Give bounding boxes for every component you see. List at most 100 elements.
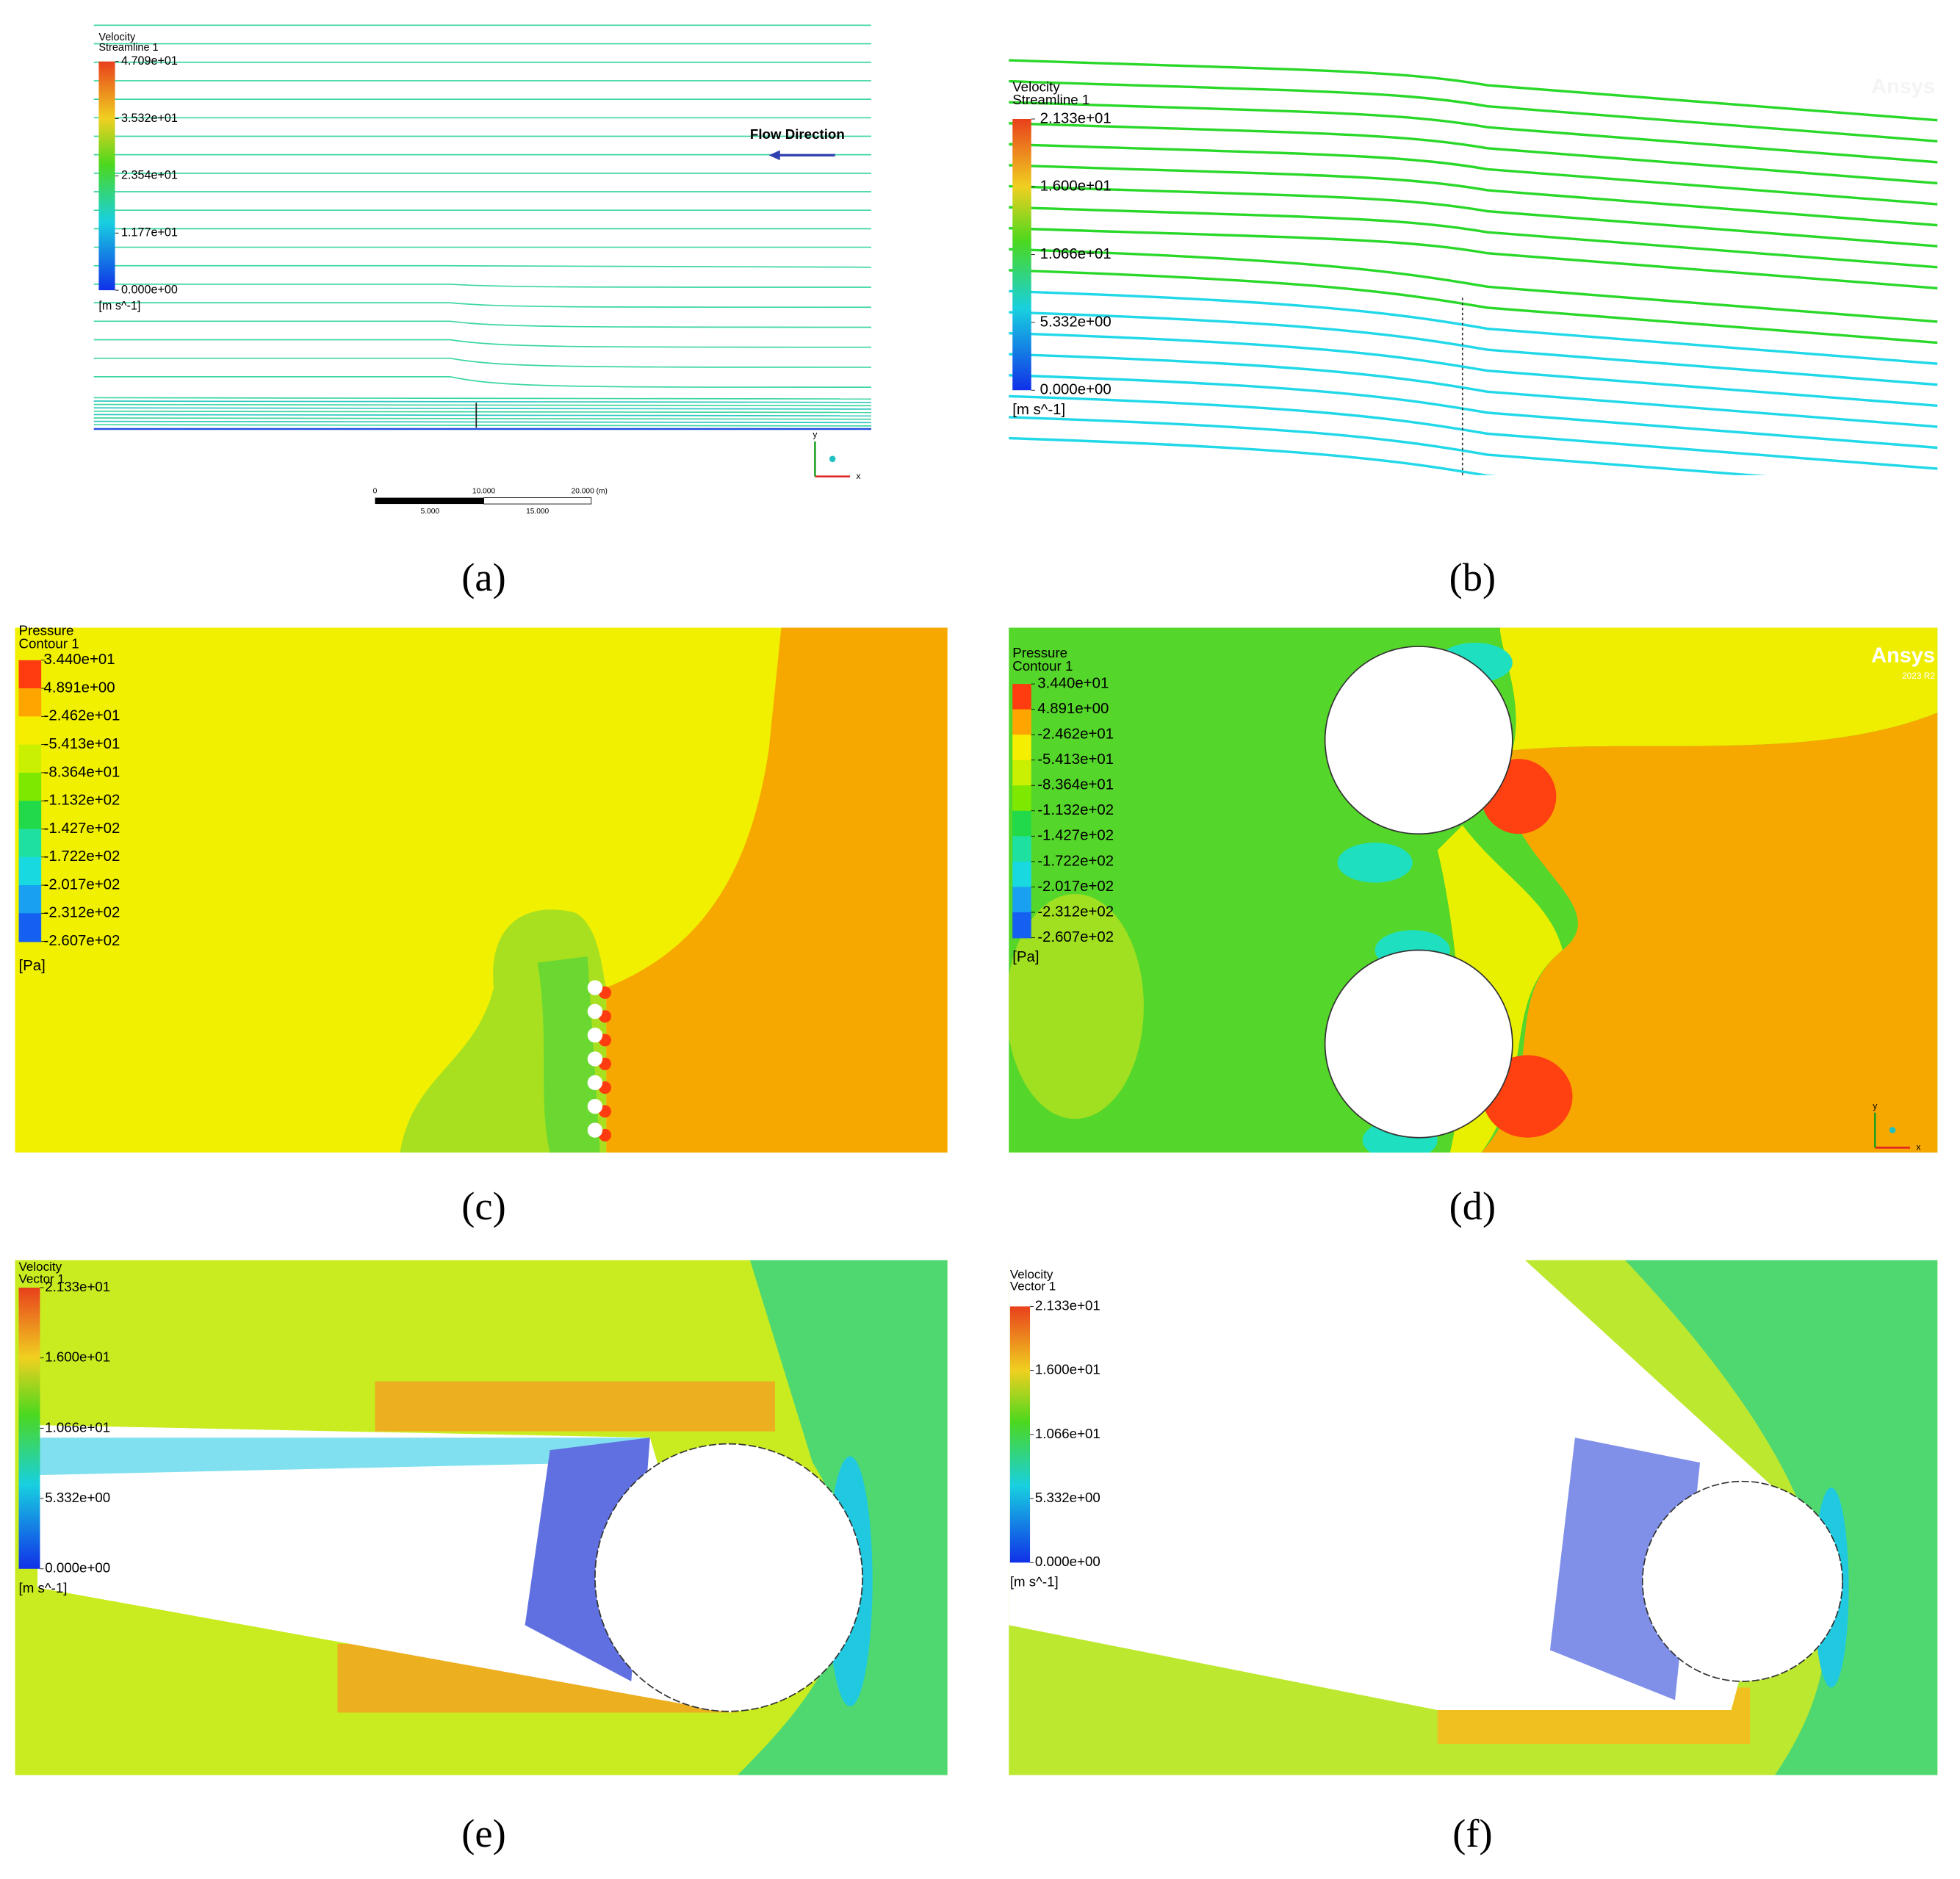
- legend-band: [18, 885, 42, 915]
- streamline: [1009, 79, 1938, 143]
- cylinder: [594, 1443, 863, 1712]
- legend-unit: [m s^-1]: [1012, 402, 1065, 418]
- legend-label: -5.413e+01: [1037, 751, 1114, 768]
- scale-label: 20.000 (m): [572, 488, 608, 496]
- streamline: [93, 420, 871, 424]
- legend-label: -1.722e+02: [44, 848, 120, 865]
- legend-label: -1.427e+02: [44, 821, 120, 837]
- scale-segment: [375, 497, 484, 505]
- high-pressure: [1481, 713, 1938, 1153]
- streamline: [93, 407, 871, 410]
- low-pressure: [1337, 843, 1413, 883]
- streamline: [1009, 122, 1938, 185]
- legend-label: -2.607e+02: [44, 933, 120, 949]
- legend-label: -2.312e+02: [1037, 904, 1114, 920]
- legend-label: 2.133e+01: [1040, 110, 1111, 126]
- streamline: [1009, 59, 1938, 122]
- streamline: [1009, 331, 1938, 408]
- legend-label: 0.000e+00: [45, 1560, 110, 1576]
- legend-band: [18, 660, 42, 689]
- streamline: [93, 320, 871, 328]
- region: [1499, 627, 1938, 751]
- legend-unit: [Pa]: [1012, 949, 1039, 965]
- legend-band: [1012, 735, 1031, 761]
- streamline: [1009, 353, 1938, 428]
- panel-a: [93, 18, 871, 432]
- legend-label: 1.600e+01: [45, 1349, 110, 1365]
- legend-label: 3.440e+01: [1037, 675, 1109, 691]
- legend-label: -1.427e+02: [1037, 828, 1114, 844]
- legend-band: [18, 772, 42, 802]
- axis: [829, 455, 836, 463]
- legend-title: Velocity: [1012, 79, 1060, 94]
- streamline: [93, 400, 871, 403]
- legend-label: -2.462e+01: [44, 708, 120, 724]
- streamline: [1009, 248, 1938, 323]
- legend-title: Velocity: [1010, 1267, 1053, 1281]
- legend-band: [1012, 810, 1031, 837]
- legend-label: 0.000e+00: [1040, 382, 1111, 398]
- cylinder: [1324, 646, 1513, 835]
- band: [375, 1381, 775, 1432]
- region: [1009, 893, 1144, 1119]
- legend-band: [1012, 709, 1031, 736]
- axis-label: y: [1873, 1100, 1877, 1111]
- legend-label: -8.364e+01: [1037, 777, 1114, 793]
- cylinder: [587, 980, 603, 995]
- legend-band: [18, 913, 42, 942]
- legend-label: 2.354e+01: [121, 169, 178, 182]
- streamline: [1009, 416, 1768, 475]
- legend-label: -1.132e+02: [44, 793, 120, 809]
- panel-b: [1009, 56, 1938, 475]
- streamline: [93, 410, 871, 414]
- legend-subtitle: Vector 1: [19, 1272, 65, 1285]
- wake: [37, 1438, 650, 1476]
- scale-bar: 0 10.000 20.000 (m) 5.000 15.000: [373, 488, 608, 516]
- legend-label: -1.132e+02: [1037, 802, 1114, 818]
- streamline: [1009, 143, 1938, 206]
- legend-label: 4.891e+00: [1037, 701, 1109, 717]
- axis-label: x: [857, 471, 861, 481]
- streamline: [1009, 269, 1938, 345]
- legend-title: Velocity: [98, 32, 136, 43]
- streamline: [1009, 101, 1938, 164]
- legend-band: [1012, 887, 1031, 913]
- color-bar: [98, 61, 115, 291]
- streamline: [93, 339, 871, 348]
- cylinder: [587, 1098, 603, 1114]
- background: [1009, 56, 1938, 475]
- scale-label: 15.000: [526, 508, 549, 516]
- legend-label: 1.177e+01: [121, 226, 178, 239]
- axis-label: x: [1916, 1142, 1920, 1152]
- cylinder: [587, 1051, 603, 1067]
- legend-label: -1.722e+02: [1037, 853, 1114, 869]
- streamline: [93, 357, 871, 368]
- legend-subtitle: Contour 1: [19, 635, 79, 651]
- scale-label: 10.000: [472, 488, 495, 496]
- legend-band: [18, 856, 42, 886]
- scale-label: 0: [373, 488, 378, 496]
- axis-triad: xy: [1873, 1100, 1920, 1152]
- cylinder: [587, 1028, 603, 1043]
- streamline: [1009, 164, 1938, 227]
- low-pressure: [537, 956, 600, 1153]
- cylinder: [587, 1075, 603, 1091]
- high-pressure: [606, 627, 948, 1153]
- legend-band: [1012, 861, 1031, 888]
- legend-band: [18, 744, 42, 773]
- cylinder: [1324, 949, 1513, 1139]
- axis-label: y: [813, 430, 817, 440]
- legend-subtitle: Streamline 1: [1012, 92, 1089, 107]
- scale-label: 5.000: [421, 508, 440, 516]
- legend-subtitle: Streamline 1: [98, 42, 158, 54]
- streamline: [93, 284, 871, 288]
- legend-band: [1012, 684, 1031, 710]
- axis: [1889, 1127, 1896, 1133]
- legend-band: [18, 716, 42, 746]
- panel-e: [15, 1260, 948, 1775]
- annotation: Flow Direction: [750, 126, 845, 142]
- legend-band: [1012, 760, 1031, 787]
- legend-label: -2.017e+02: [1037, 879, 1114, 895]
